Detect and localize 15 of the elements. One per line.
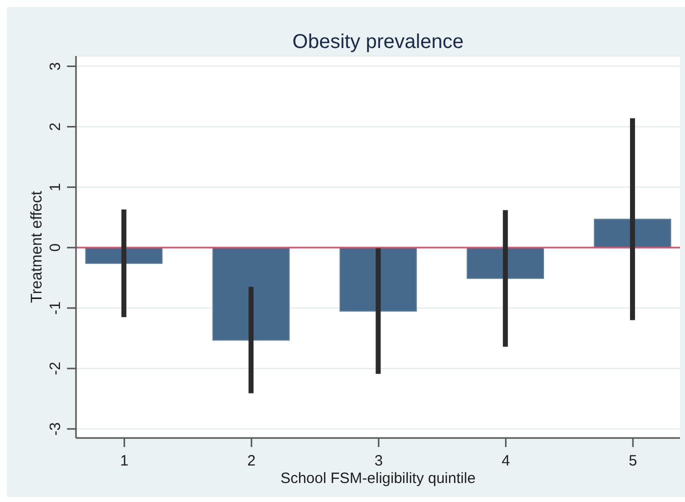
y-tick-label: 1 xyxy=(47,182,64,192)
x-tick-label: 5 xyxy=(628,452,638,470)
chart-title: Obesity prevalence xyxy=(291,31,465,53)
y-tick-label: -2 xyxy=(47,362,64,376)
x-tick-label: 2 xyxy=(247,452,256,470)
x-tick-label: 1 xyxy=(120,452,128,470)
x-tick-label: 3 xyxy=(374,452,383,470)
y-tick-label: 2 xyxy=(47,122,64,131)
y-tick-label: -1 xyxy=(47,301,64,315)
x-tick-label: 4 xyxy=(502,452,510,470)
y-axis-title: Treatment effect xyxy=(28,191,46,303)
x-axis-title: School FSM-eligibility quintile xyxy=(279,470,477,487)
y-tick-label: 3 xyxy=(47,62,64,70)
y-tick-label: 0 xyxy=(47,243,64,252)
y-tick-label: -3 xyxy=(47,422,64,436)
